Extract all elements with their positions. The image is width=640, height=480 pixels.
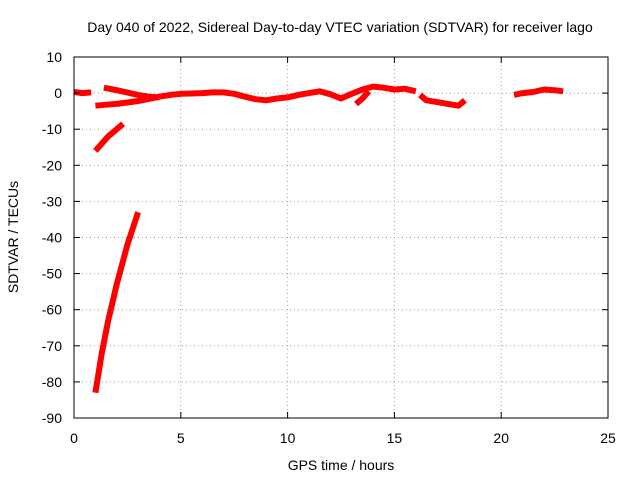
x-axis-label: GPS time / hours [288, 457, 395, 473]
series-seg-rising-small [93, 121, 126, 153]
x-tick-label: 0 [70, 430, 78, 446]
y-tick-label: -80 [42, 374, 62, 390]
axis-ticks: 0 5 10 15 20 25 10 0 -10 -20 -30 -40 -50 -60 -70 -80 -90 [42, 49, 616, 446]
series-seg-13 [354, 89, 372, 107]
chart-title: Day 040 of 2022, Sidereal Day-to-day VTE… [87, 19, 593, 35]
series-seg-main-upper [103, 84, 160, 101]
y-tick-label: -50 [42, 266, 62, 282]
y-tick-label: -60 [42, 302, 62, 318]
y-tick-label: -70 [42, 338, 62, 354]
x-tick-label: 10 [280, 430, 296, 446]
series-seg-early [73, 89, 92, 97]
y-tick-label: -90 [42, 410, 62, 426]
y-tick-label: -30 [42, 193, 62, 209]
y-tick-label: -10 [42, 121, 62, 137]
y-tick-label: -40 [42, 230, 62, 246]
series-seg-tail [513, 86, 564, 98]
x-tick-label: 5 [177, 430, 185, 446]
x-tick-label: 15 [387, 430, 403, 446]
y-tick-label: 0 [54, 85, 62, 101]
series-seg-16-18 [418, 92, 467, 109]
grid [74, 57, 608, 418]
series-group [73, 83, 564, 394]
x-tick-label: 20 [493, 430, 509, 446]
y-tick-label: -20 [42, 157, 62, 173]
y-axis-label: SDTVAR / TECUs [5, 181, 21, 293]
series-seg-main [158, 83, 417, 104]
y-tick-label: 10 [46, 49, 62, 65]
series-seg-rising-big [92, 211, 141, 394]
x-tick-label: 25 [600, 430, 616, 446]
